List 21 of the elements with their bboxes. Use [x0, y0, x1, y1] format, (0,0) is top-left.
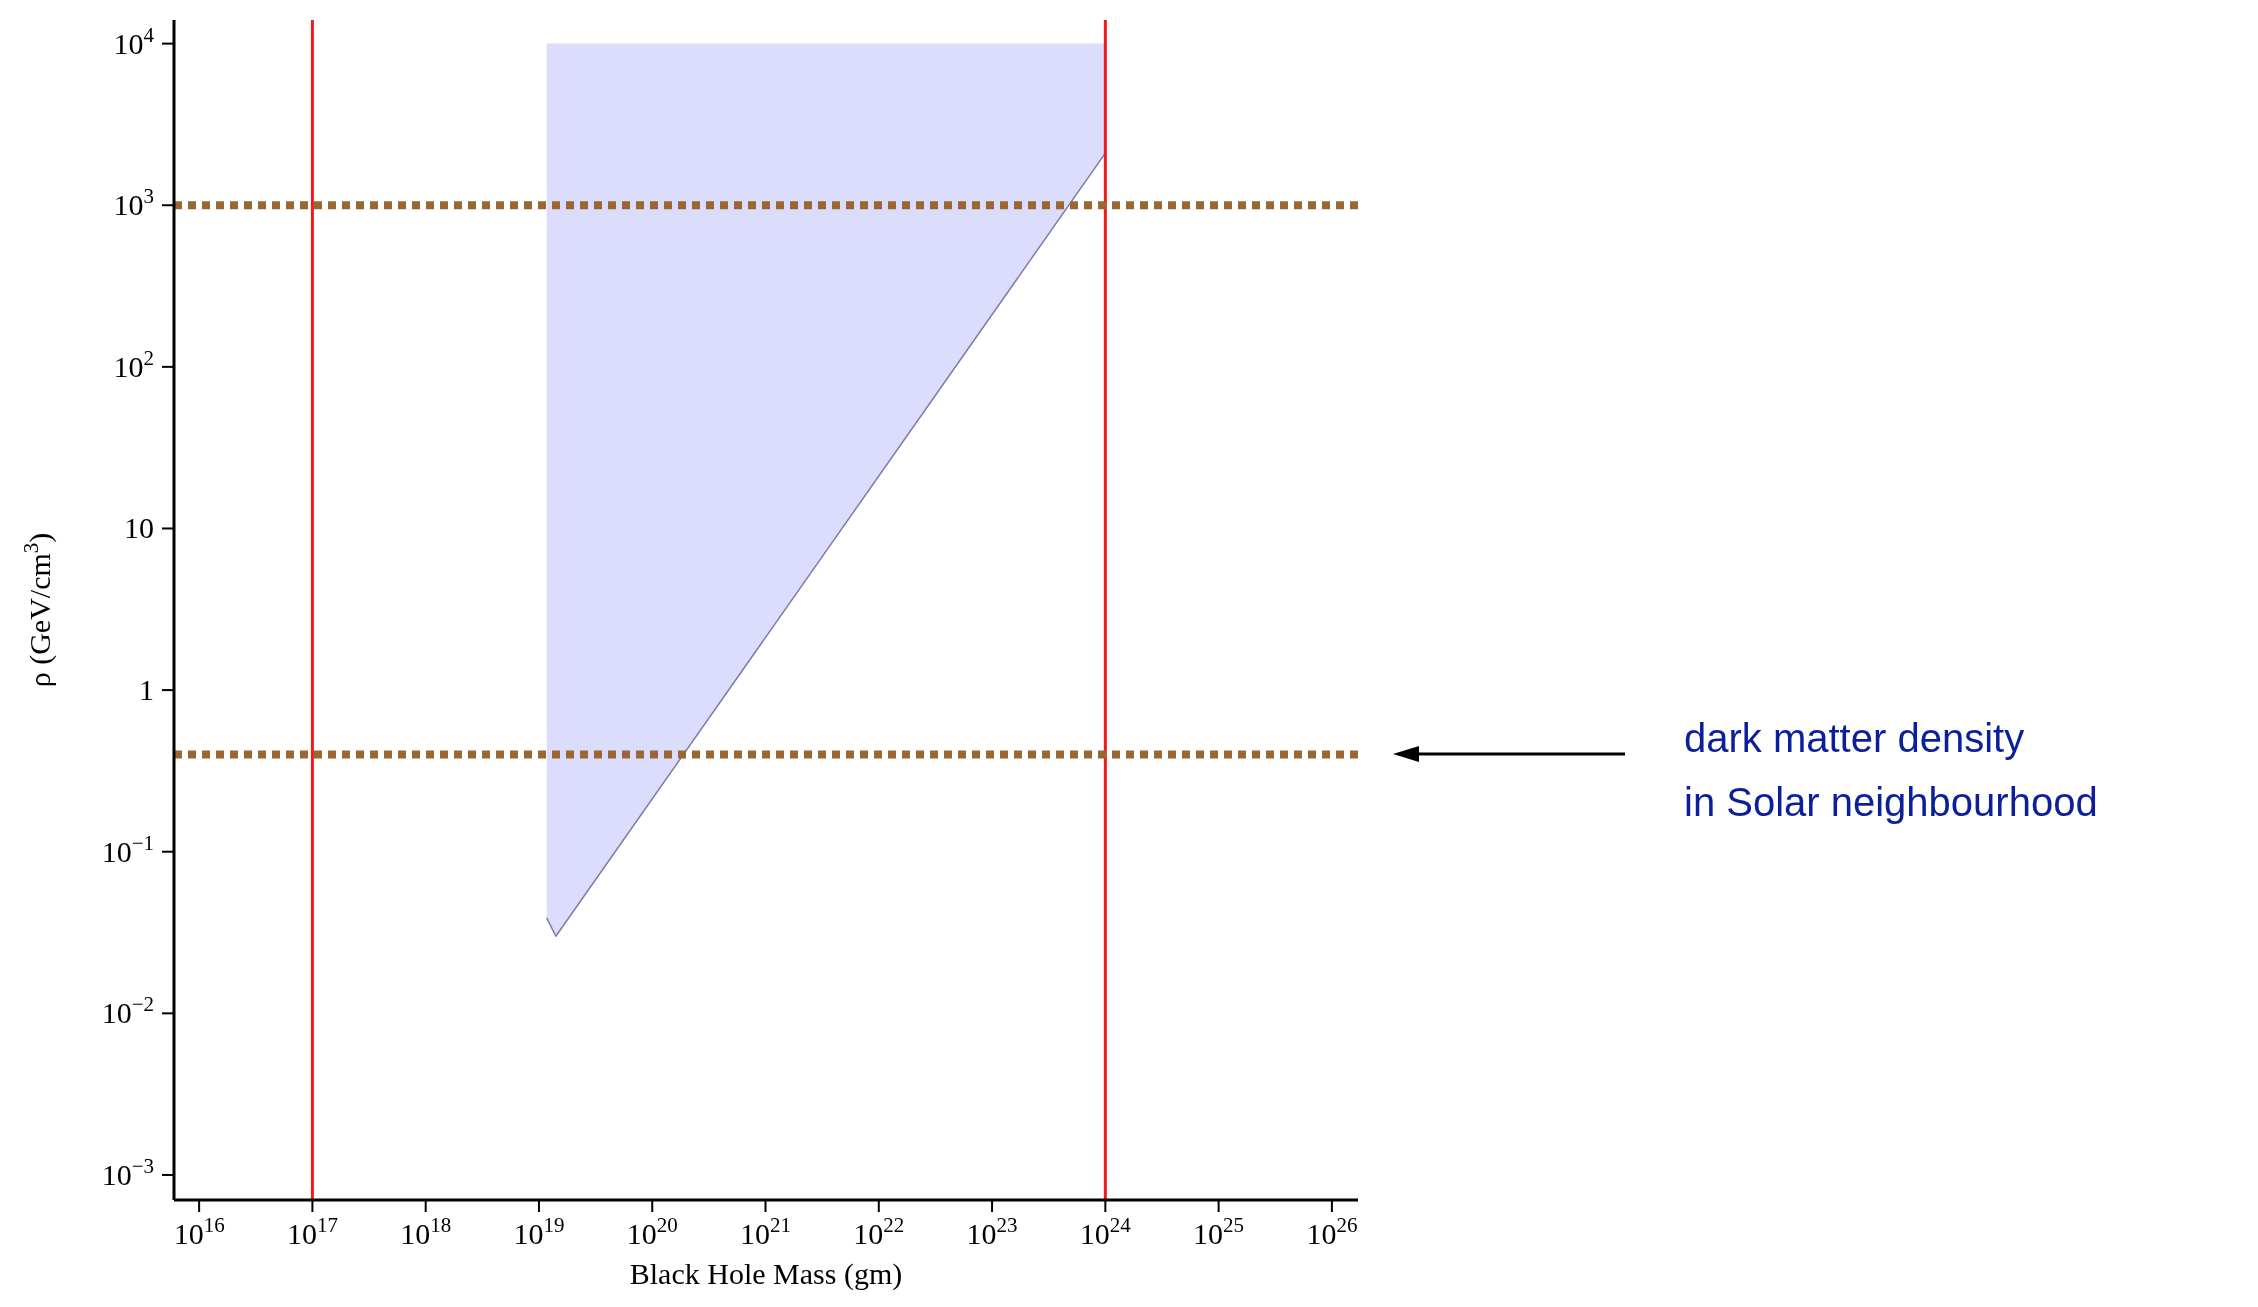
x-tick-label: 10$^{24}$ — [1079, 1213, 1132, 1250]
y-tick-label: 10$^{−1}$ — [101, 830, 154, 868]
x-axis-title: Black Hole Mass (gm) — [629, 1257, 903, 1291]
x-tick-label: 10$^{21}$ — [740, 1213, 792, 1250]
x-tick-label: 10$^{16}$ — [173, 1213, 225, 1250]
y-tick-label: 10$^{2}$ — [113, 345, 154, 383]
y-tick-label: 10$^{−3}$ — [101, 1153, 154, 1191]
text: dark matter density in Solar neighbourhood — [1684, 715, 2098, 827]
x-tick-label: 10$^{22}$ — [853, 1213, 905, 1250]
y-tick-label: 10 — [124, 511, 154, 545]
x-tick-label: 10$^{19}$ — [513, 1213, 565, 1250]
x-tick-label: 10$^{20}$ — [626, 1213, 678, 1250]
x-tick-label: 10$^{23}$ — [966, 1213, 1018, 1250]
x-tick-label: 10$^{26}$ — [1306, 1213, 1358, 1250]
x-tick-label: 10$^{25}$ — [1193, 1213, 1245, 1250]
y-tick-label: 10$^{−2}$ — [101, 992, 154, 1030]
x-tick-label: 10$^{18}$ — [400, 1213, 452, 1250]
x-tick-label: 10$^{17}$ — [286, 1213, 338, 1250]
y-tick-label: 10$^{4}$ — [113, 22, 155, 60]
y-tick-label: 1 — [139, 673, 154, 707]
y-tick-label: 10$^{3}$ — [113, 184, 154, 222]
